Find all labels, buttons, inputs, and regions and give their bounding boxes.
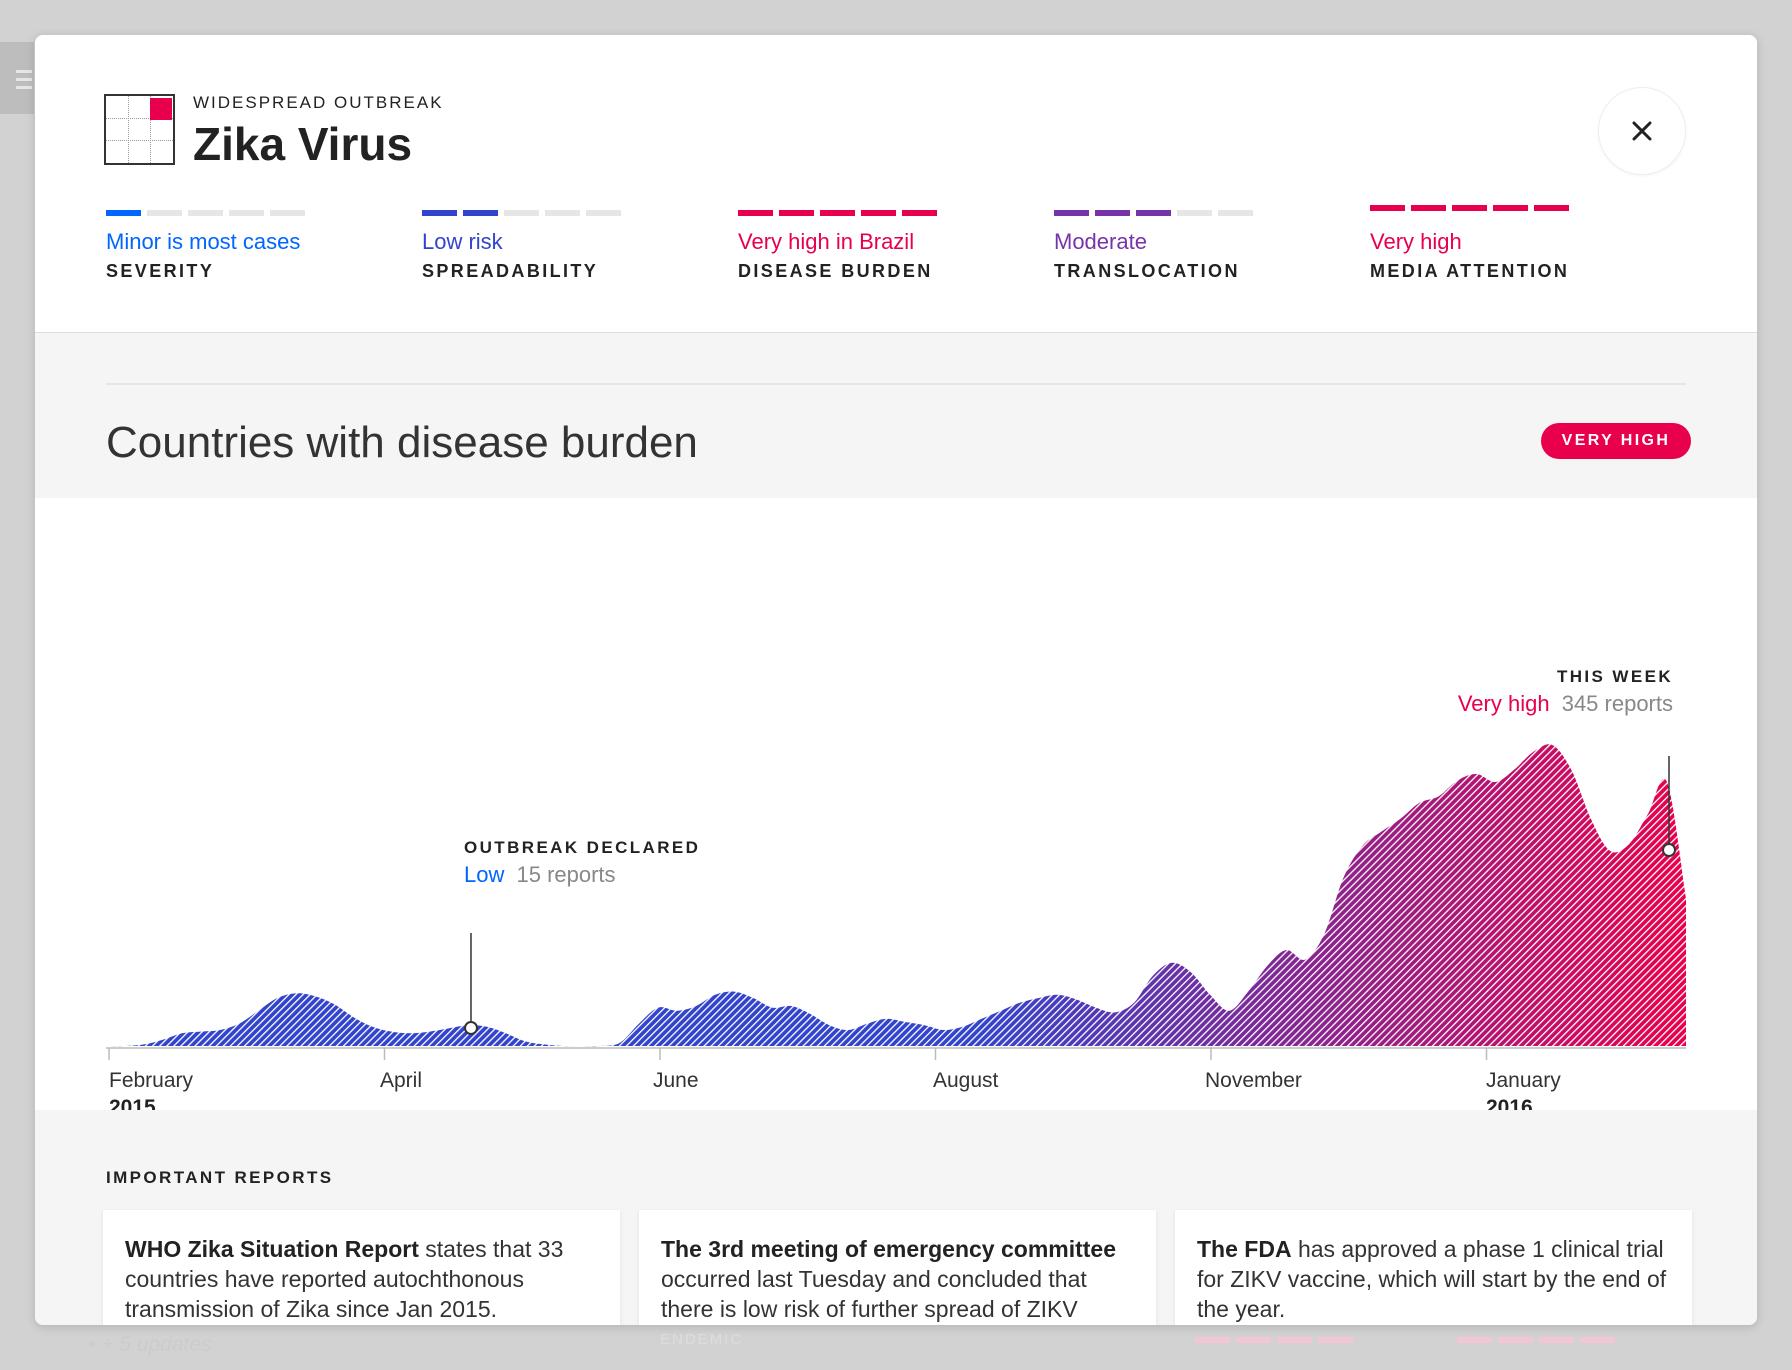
report-card[interactable]: WHO Zika Situation Report states that 33… xyxy=(103,1210,620,1325)
modal-header: WIDESPREAD OUTBREAK Zika Virus Minor is … xyxy=(35,35,1757,333)
tick-label-apr: April xyxy=(380,1069,422,1092)
report-bold: WHO Zika Situation Report xyxy=(125,1236,419,1262)
report-text: has approved a phase 1 clinical trial fo… xyxy=(1197,1236,1667,1322)
metric-value: Very high in Brazil xyxy=(738,229,915,254)
metric-level-bars xyxy=(738,210,998,216)
burden-chart: February 2015 April June August November… xyxy=(35,498,1757,1110)
metric-media-attention: Very high MEDIA ATTENTION xyxy=(1370,205,1630,282)
metric-label: MEDIA ATTENTION xyxy=(1370,261,1570,281)
close-button[interactable] xyxy=(1598,87,1686,175)
updates-count: + 5 updates xyxy=(101,1333,212,1356)
section-divider xyxy=(106,383,1686,385)
metric-value: Minor is most cases xyxy=(106,229,301,254)
tick-label-2015: 2015 xyxy=(109,1096,156,1110)
report-text: occurred last Tuesday and concluded that… xyxy=(661,1266,1087,1322)
metric-spreadability: Low risk SPREADABILITY xyxy=(422,210,682,282)
report-bold: The 3rd meeting of emergency committee xyxy=(661,1236,1117,1262)
disease-detail-modal: WIDESPREAD OUTBREAK Zika Virus Minor is … xyxy=(35,35,1757,1325)
thisweek-level: Very high xyxy=(1458,691,1550,716)
section-header: Countries with disease burden VERY HIGH xyxy=(35,333,1757,498)
metric-translocation: Moderate TRANSLOCATION xyxy=(1054,210,1314,282)
burden-badge: VERY HIGH xyxy=(1541,423,1691,459)
burden-area xyxy=(106,744,1686,1047)
tick-label-2016: 2016 xyxy=(1486,1096,1533,1110)
report-updates-link: • + 5 updates xyxy=(88,1333,212,1356)
metric-level-bars xyxy=(422,210,682,216)
background-menu-button xyxy=(0,42,34,114)
metric-disease-burden: Very high in Brazil DISEASE BURDEN xyxy=(738,210,998,282)
thisweek-marker-point xyxy=(1662,843,1676,857)
outbreak-grid-icon xyxy=(104,94,175,165)
metric-severity: Minor is most cases SEVERITY xyxy=(106,210,366,282)
metric-value: Very high xyxy=(1370,229,1462,254)
metric-level-bars xyxy=(1054,210,1314,216)
outbreak-annotation-value: Low 15 reports xyxy=(464,862,616,887)
report-card[interactable]: The FDA has approved a phase 1 clinical … xyxy=(1175,1210,1692,1325)
metric-value: Moderate xyxy=(1054,229,1147,254)
thisweek-annotation-title: THIS WEEK xyxy=(1557,667,1673,686)
metric-level-bars xyxy=(106,210,366,216)
outbreak-annotation-title: OUTBREAK DECLARED xyxy=(464,838,700,857)
tick-label-aug: August xyxy=(933,1069,999,1092)
report-text: states that 33 countries have reported a… xyxy=(125,1236,564,1322)
metric-label: DISEASE BURDEN xyxy=(738,261,933,281)
section-title: Countries with disease burden xyxy=(106,418,698,467)
report-bold: The FDA xyxy=(1197,1236,1292,1262)
outbreak-status: WIDESPREAD OUTBREAK xyxy=(193,93,444,112)
report-card[interactable]: The 3rd meeting of emergency committee o… xyxy=(639,1210,1156,1325)
x-axis-ticks xyxy=(108,1048,1488,1060)
outbreak-marker-point xyxy=(464,1021,478,1035)
important-reports: IMPORTANT REPORTS WHO Zika Situation Rep… xyxy=(35,1110,1757,1325)
metric-label: SEVERITY xyxy=(106,261,215,281)
tick-label-feb: February xyxy=(109,1069,194,1092)
next-item-bars xyxy=(1195,1337,1353,1343)
outbreak-reports: 15 reports xyxy=(516,862,615,887)
metric-level-bars xyxy=(1370,205,1630,211)
thisweek-annotation-value: Very high 345 reports xyxy=(1458,691,1673,716)
metric-label: TRANSLOCATION xyxy=(1054,261,1240,281)
next-item-kicker: ENDEMIC xyxy=(660,1331,744,1348)
tick-label-jan: January xyxy=(1486,1069,1561,1092)
metric-value: Low risk xyxy=(422,229,503,254)
tick-label-jun: June xyxy=(653,1069,699,1092)
burden-area-chart: February 2015 April June August November… xyxy=(106,667,1686,1110)
outbreak-level: Low xyxy=(464,862,504,887)
thisweek-reports: 345 reports xyxy=(1562,691,1673,716)
disease-title: Zika Virus xyxy=(193,118,413,170)
tick-label-nov: November xyxy=(1205,1069,1302,1092)
reports-heading: IMPORTANT REPORTS xyxy=(106,1168,334,1187)
next-item-bars-2 xyxy=(1457,1337,1615,1343)
close-icon xyxy=(1632,121,1652,141)
metric-label: SPREADABILITY xyxy=(422,261,599,281)
